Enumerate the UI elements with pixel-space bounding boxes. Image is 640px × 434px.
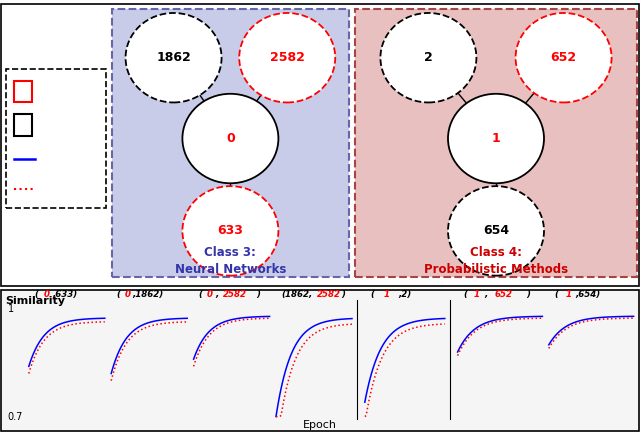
FancyBboxPatch shape (6, 69, 106, 208)
Text: ,633): ,633) (52, 290, 78, 299)
FancyBboxPatch shape (1, 290, 639, 431)
Text: (: ( (116, 290, 120, 299)
Text: 633: 633 (218, 224, 243, 237)
Text: 2582: 2582 (270, 51, 305, 64)
Text: 0.7: 0.7 (8, 411, 23, 421)
Text: 0: 0 (125, 290, 131, 299)
FancyBboxPatch shape (14, 114, 32, 136)
Text: (: ( (555, 290, 559, 299)
Ellipse shape (516, 13, 612, 102)
Text: 1: 1 (492, 132, 500, 145)
Text: Unknown: Unknown (40, 86, 85, 96)
Text: 1: 1 (384, 290, 390, 299)
Text: 1: 1 (474, 290, 480, 299)
Text: 2582: 2582 (317, 290, 341, 299)
Text: ,654): ,654) (575, 290, 601, 299)
Ellipse shape (125, 13, 221, 102)
FancyBboxPatch shape (14, 81, 32, 102)
Text: (1862,: (1862, (281, 290, 312, 299)
Ellipse shape (182, 94, 278, 183)
Ellipse shape (239, 13, 335, 102)
Text: ,1862): ,1862) (132, 290, 164, 299)
Text: 0: 0 (44, 290, 49, 299)
Text: 1: 1 (565, 290, 571, 299)
Text: (: ( (34, 290, 38, 299)
Ellipse shape (380, 13, 476, 102)
FancyBboxPatch shape (355, 9, 637, 277)
Ellipse shape (182, 186, 278, 276)
Text: Class 4:
Probabilistic Methods: Class 4: Probabilistic Methods (424, 246, 568, 276)
Text: ): ) (257, 290, 260, 299)
Text: Similarity: Similarity (5, 296, 65, 306)
Text: ): ) (341, 290, 345, 299)
Text: Known: Known (40, 120, 72, 130)
Text: 1: 1 (8, 304, 14, 314)
Text: Class 3:
Neural Networks: Class 3: Neural Networks (175, 246, 286, 276)
Ellipse shape (448, 186, 544, 276)
Text: ): ) (526, 290, 530, 299)
Text: (: ( (370, 290, 374, 299)
FancyBboxPatch shape (112, 9, 349, 277)
Text: 1862: 1862 (156, 51, 191, 64)
Ellipse shape (448, 94, 544, 183)
Text: (: ( (463, 290, 467, 299)
Text: ,2): ,2) (398, 290, 411, 299)
Text: (: ( (198, 290, 203, 299)
FancyBboxPatch shape (1, 4, 639, 286)
Text: w/o NUS: w/o NUS (40, 184, 81, 194)
Text: 2: 2 (424, 51, 433, 64)
Text: 2582: 2582 (223, 290, 248, 299)
Text: TDAR: TDAR (40, 154, 67, 164)
Text: 654: 654 (483, 224, 509, 237)
Text: ,: , (484, 290, 488, 299)
Text: ,: , (215, 290, 218, 299)
Text: 0: 0 (207, 290, 213, 299)
Text: 652: 652 (550, 51, 577, 64)
Text: 0: 0 (226, 132, 235, 145)
Text: Epoch: Epoch (303, 420, 337, 430)
Text: 652: 652 (495, 290, 513, 299)
